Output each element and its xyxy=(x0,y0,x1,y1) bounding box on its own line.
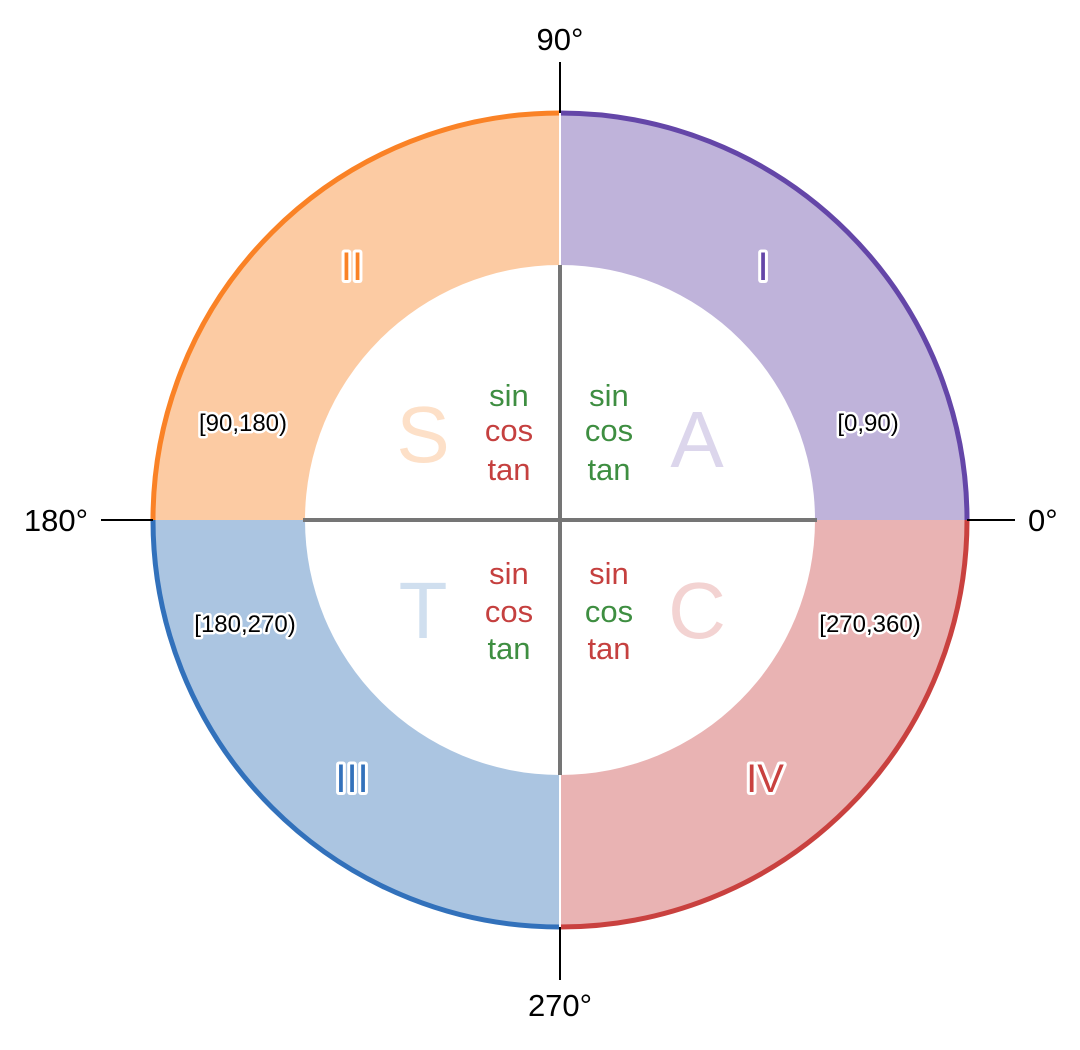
quadrant-1-sin: sin xyxy=(589,378,629,413)
degree-label-270: 270° xyxy=(528,988,592,1023)
quadrant-1-cos: cos xyxy=(585,413,633,448)
quadrant-3-tan: tan xyxy=(487,631,530,666)
quadrant-4-numeral: IV xyxy=(746,757,784,801)
degree-label-90: 90° xyxy=(537,22,584,57)
quadrant-1-tan: tan xyxy=(587,452,630,487)
quadrant-3-sin: sin xyxy=(489,556,529,591)
quadrant-4-sin: sin xyxy=(589,556,629,591)
quadrant-3-border xyxy=(150,519,561,930)
quadrant-4-range: [270,360) xyxy=(819,611,920,638)
quadrant-3-range: [180,270) xyxy=(194,611,295,638)
quadrant-2-border xyxy=(150,110,561,521)
quadrant-4-letter: C xyxy=(668,566,726,655)
quadrant-3-cos: cos xyxy=(485,594,533,629)
quadrant-2-numeral: II xyxy=(341,245,363,289)
quadrant-2-letter: S xyxy=(396,390,449,479)
quadrant-2-cos: cos xyxy=(485,413,533,448)
degree-label-180: 180° xyxy=(24,503,88,538)
degree-label-0: 0° xyxy=(1028,503,1058,538)
quadrant-2-tan: tan xyxy=(487,452,530,487)
quadrant-2-sin: sin xyxy=(489,378,529,413)
quadrant-1-letter: A xyxy=(670,395,724,484)
quadrant-1-numeral: I xyxy=(757,245,768,289)
quadrant-1-range: [0,90) xyxy=(837,410,898,437)
quadrant-1-border xyxy=(559,110,970,521)
quadrant-4-tan: tan xyxy=(587,631,630,666)
quadrant-4-border xyxy=(559,519,970,930)
quadrant-3-letter: T xyxy=(399,566,448,655)
quadrant-4-cos: cos xyxy=(585,594,633,629)
quadrant-2-range: [90,180) xyxy=(199,410,287,437)
quadrant-3-numeral: III xyxy=(335,757,368,801)
